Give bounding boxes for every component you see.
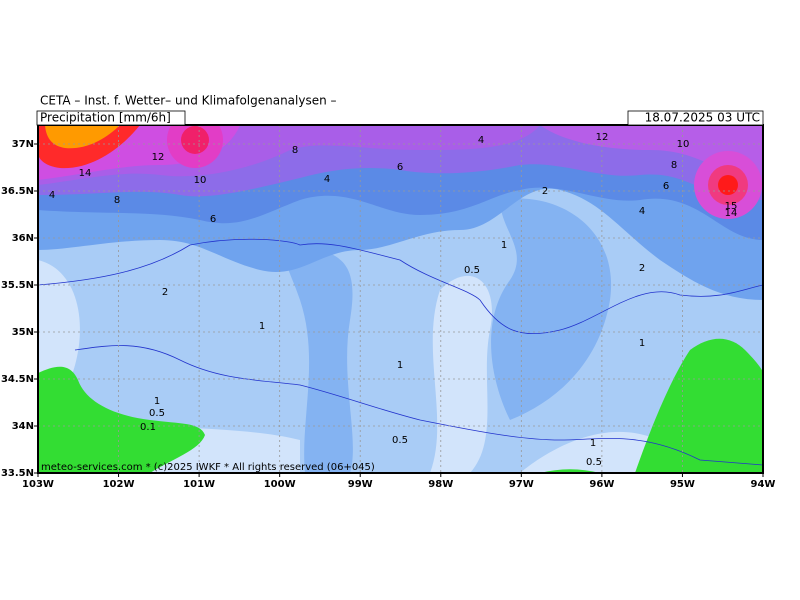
lon-tick-label: 99W	[348, 479, 373, 490]
lat-tick-label: 37N	[12, 139, 34, 150]
contour-label: 8	[114, 195, 120, 206]
lon-tick-label: 102W	[103, 479, 135, 490]
title: CETA – Inst. f. Wetter– und Klimafolgena…	[40, 94, 337, 108]
contour-label: 6	[397, 162, 403, 173]
contour-label: 15	[725, 201, 738, 212]
lon-tick-label: 103W	[22, 479, 54, 490]
contour-label: 2	[639, 263, 645, 274]
contour-label: 1	[259, 321, 265, 332]
contour-label: 1	[590, 438, 596, 449]
lon-tick-label: 94W	[751, 479, 776, 490]
contour-label: 2	[162, 287, 168, 298]
contour-label: 4	[478, 135, 484, 146]
contour-label: 10	[677, 139, 690, 150]
contour-label: 4	[324, 174, 330, 185]
contour-label: 0.5	[149, 408, 165, 419]
contour-label: 10	[194, 175, 207, 186]
time-box	[627, 110, 764, 126]
map-frame	[37, 124, 764, 474]
contour-label: 0.5	[392, 435, 408, 446]
lat-tick-label: 33.5N	[1, 468, 34, 479]
lat-tick-label: 36N	[12, 233, 34, 244]
contour-label: 0.5	[586, 457, 602, 468]
contour-label: 4	[639, 206, 645, 217]
graticule	[34, 125, 764, 477]
lat-tick-label: 35.5N	[1, 280, 34, 291]
contour-label: 1	[639, 338, 645, 349]
credit: meteo-services.com * (c)2025 IWKF * All …	[41, 462, 375, 473]
lon-tick-label: 101W	[183, 479, 215, 490]
product: Precipitation [mm/6h]	[40, 111, 171, 125]
lat-tick-label: 34.5N	[1, 374, 34, 385]
valid-time: 18.07.2025 03 UTC	[645, 111, 760, 125]
contour-label: 0.5	[464, 265, 480, 276]
lat-tick-label: 34N	[12, 421, 34, 432]
lon-tick-label: 96W	[589, 479, 614, 490]
lon-tick-label: 95W	[670, 479, 695, 490]
contour-label: 1	[154, 396, 160, 407]
contour-label: 8	[671, 160, 677, 171]
contour-label: 6	[663, 181, 669, 192]
contour-label: 6	[210, 214, 216, 225]
lon-tick-label: 97W	[509, 479, 534, 490]
contour-label: 8	[292, 145, 298, 156]
product-box	[36, 110, 186, 126]
lon-tick-label: 100W	[264, 479, 296, 490]
contour-label: 0.1	[140, 422, 156, 433]
contour-label: 1	[397, 360, 403, 371]
contour-label: 14	[79, 168, 92, 179]
contour-label: 12	[596, 132, 609, 143]
contour-label: 14	[725, 208, 738, 219]
lat-tick-label: 36.5N	[1, 186, 34, 197]
contour-label: 1	[501, 240, 507, 251]
contour-label: 12	[152, 152, 165, 163]
contour-label: 4	[49, 190, 55, 201]
lat-tick-label: 35N	[12, 327, 34, 338]
contour-label: 2	[542, 186, 548, 197]
precipitation-field	[38, 125, 763, 473]
lon-tick-label: 98W	[428, 479, 453, 490]
